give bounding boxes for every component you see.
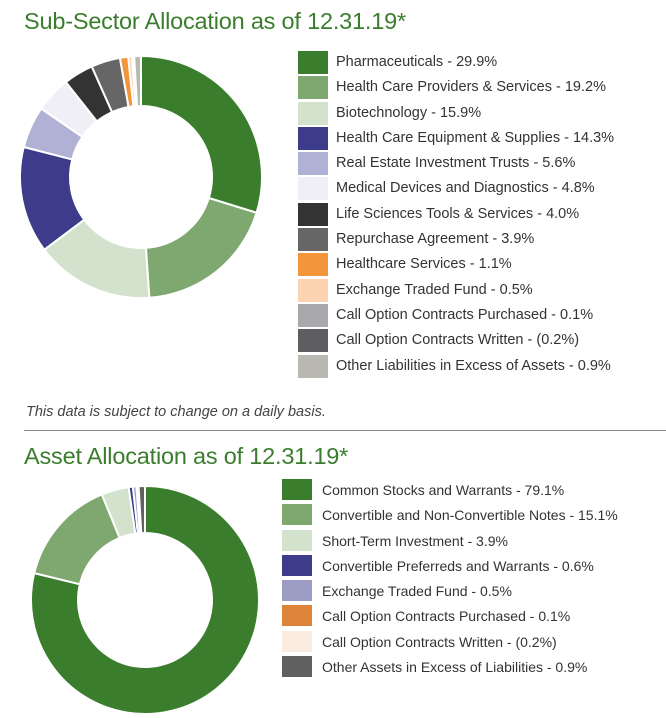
sub-sector-legend-label: Repurchase Agreement - 3.9%: [336, 231, 535, 248]
sub-sector-slice-12: [133, 54, 142, 108]
sub-sector-legend-label: Life Sciences Tools & Services - 4.0%: [336, 205, 580, 222]
sub-sector-legend-label: Health Care Providers & Services - 19.2%: [336, 79, 606, 96]
sub-sector-title: Sub-Sector Allocation as of 12.31.19*: [24, 8, 406, 34]
sub-sector-legend-label: Biotechnology - 15.9%: [336, 104, 482, 121]
asset-allocation-legend-label: Convertible and Non-Convertible Notes - …: [322, 507, 618, 524]
sub-sector-legend-swatch: [298, 76, 328, 100]
sub-sector-legend-label: Medical Devices and Diagnostics - 4.8%: [336, 180, 595, 197]
sub-sector-legend-swatch: [298, 228, 328, 252]
asset-allocation-donut-chart: [30, 484, 260, 715]
asset-allocation-legend-swatch: [282, 630, 312, 652]
sub-sector-legend-label: Call Option Contracts Written - (0.2%): [336, 332, 580, 349]
sub-sector-slice-0: [140, 54, 263, 215]
sub-sector-legend-label: Healthcare Services - 1.1%: [336, 256, 512, 273]
sub-sector-legend-swatch: [298, 177, 328, 201]
sub-sector-legend-swatch: [298, 253, 328, 277]
sub-sector-donut-chart: [19, 54, 263, 299]
sub-sector-legend-label: Health Care Equipment & Supplies - 14.3%: [336, 129, 615, 146]
sub-sector-legend-swatch: [298, 126, 328, 150]
asset-allocation-slice-0: [30, 484, 260, 715]
sub-sector-legend-swatch: [298, 278, 328, 302]
asset-allocation-legend-label: Convertible Preferreds and Warrants - 0.…: [322, 557, 594, 574]
asset-allocation-title: Asset Allocation as of 12.31.19*: [24, 443, 349, 469]
sub-sector-legend-swatch: [298, 329, 328, 353]
sub-sector-legend-swatch: [298, 101, 328, 125]
asset-allocation-legend-label: Call Option Contracts Written - (0.2%): [322, 633, 557, 650]
disclaimer-note: This data is subject to change on a dail…: [26, 404, 326, 420]
asset-allocation-legend-swatch: [282, 504, 312, 526]
asset-allocation-legend-swatch: [282, 529, 312, 551]
asset-allocation-legend-swatch: [282, 605, 312, 627]
sub-sector-legend-label: Exchange Traded Fund - 0.5%: [336, 281, 533, 298]
sub-sector-legend-swatch: [298, 202, 328, 226]
sub-sector-legend-swatch: [298, 354, 328, 378]
sub-sector-legend-label: Call Option Contracts Purchased - 0.1%: [336, 306, 594, 323]
sub-sector-legend-label: Other Liabilities in Excess of Assets - …: [336, 357, 611, 374]
asset-allocation-legend-label: Other Assets in Excess of Liabilities - …: [322, 659, 588, 676]
sub-sector-legend-swatch: [298, 303, 328, 327]
section-divider: [24, 430, 666, 431]
sub-sector-legend-label: Real Estate Investment Trusts - 5.6%: [336, 155, 576, 172]
sub-sector-legend-swatch: [298, 51, 328, 74]
asset-allocation-legend-label: Common Stocks and Warrants - 79.1%: [322, 482, 565, 498]
asset-allocation-legend-swatch: [282, 479, 312, 500]
sub-sector-legend-swatch: [298, 152, 328, 176]
asset-allocation-legend-label: Call Option Contracts Purchased - 0.1%: [322, 608, 571, 625]
asset-allocation-slice-7: [137, 484, 146, 535]
asset-allocation-legend-swatch: [282, 554, 312, 576]
sub-sector-legend-label: Pharmaceuticals - 29.9%: [336, 54, 498, 70]
asset-allocation-legend-swatch: [282, 656, 312, 678]
asset-allocation-legend-label: Exchange Traded Fund - 0.5%: [322, 583, 512, 600]
sub-sector-slice-1: [144, 196, 258, 299]
asset-allocation-legend-label: Short-Term Investment - 3.9%: [322, 532, 508, 549]
asset-allocation-legend-swatch: [282, 580, 312, 602]
